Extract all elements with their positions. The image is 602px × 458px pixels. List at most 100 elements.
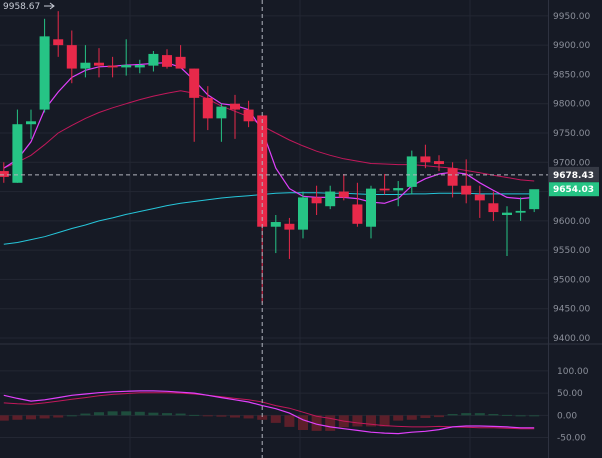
candle-body[interactable] xyxy=(162,55,172,67)
price-tick-label: 9700.00 xyxy=(553,158,590,168)
candle-body[interactable] xyxy=(488,203,499,213)
candle-body[interactable] xyxy=(379,188,390,191)
histogram-bar xyxy=(379,415,390,427)
candle-body[interactable] xyxy=(230,103,240,110)
candle-body[interactable] xyxy=(298,197,308,230)
candle-body[interactable] xyxy=(80,62,91,69)
histogram-bar xyxy=(284,415,295,427)
histogram-bar xyxy=(39,415,50,419)
histogram-bar xyxy=(243,415,254,419)
histogram-bar xyxy=(502,414,512,416)
indicator-tick-label: -50.00 xyxy=(557,434,586,444)
candle-body[interactable] xyxy=(216,106,227,119)
candle-body[interactable] xyxy=(420,156,431,163)
candle-body[interactable] xyxy=(434,161,444,165)
indicator-tick-label: 100.00 xyxy=(557,367,589,377)
candle-body[interactable] xyxy=(202,97,213,119)
candle-body[interactable] xyxy=(461,185,472,195)
histogram-bar xyxy=(148,412,159,416)
candle-body[interactable] xyxy=(243,109,254,122)
histogram-bar xyxy=(311,415,322,431)
candle-body[interactable] xyxy=(474,194,485,201)
price-tick-label: 9450.00 xyxy=(553,305,590,315)
candle-body[interactable] xyxy=(175,56,186,69)
candle-body[interactable] xyxy=(0,171,9,177)
candle-body[interactable] xyxy=(325,191,336,207)
histogram-bar xyxy=(230,415,240,418)
histogram-bar xyxy=(393,415,404,421)
candle-body[interactable] xyxy=(53,39,64,46)
price-tick-label: 9900.00 xyxy=(553,41,590,51)
price-tick-label: 9750.00 xyxy=(553,129,590,139)
histogram-bar xyxy=(461,413,472,416)
crosshair-price-label: 9678.43 xyxy=(553,171,594,181)
candle-body[interactable] xyxy=(338,191,349,198)
histogram-bar xyxy=(94,412,104,416)
price-tick-label: 9550.00 xyxy=(553,246,590,256)
histogram-bar xyxy=(121,411,132,416)
candle-body[interactable] xyxy=(12,124,23,183)
indicator-tick-label: 0.00 xyxy=(557,411,577,421)
indicator-slow-line xyxy=(3,392,535,430)
candle-body[interactable] xyxy=(366,188,376,227)
candle-body[interactable] xyxy=(270,222,281,227)
ma-fast-line xyxy=(3,62,535,204)
last-price-label: 9654.03 xyxy=(553,185,594,195)
candle-body[interactable] xyxy=(529,189,540,210)
histogram-bar xyxy=(80,413,91,416)
candle-body[interactable] xyxy=(393,188,404,191)
candle-body[interactable] xyxy=(94,62,104,66)
histogram-bar xyxy=(352,415,363,427)
candle-body[interactable] xyxy=(189,68,200,98)
histogram-bar xyxy=(175,413,186,416)
histogram-bar xyxy=(488,414,499,416)
indicator-fast-line xyxy=(3,390,535,435)
histogram-bar xyxy=(529,415,540,417)
candle-body[interactable] xyxy=(121,65,132,68)
histogram-bar xyxy=(202,415,213,417)
histogram-bar xyxy=(447,414,458,416)
candle-body[interactable] xyxy=(502,212,512,215)
histogram-bar xyxy=(66,415,77,417)
candle-body[interactable] xyxy=(515,210,526,213)
histogram-bar xyxy=(474,413,485,416)
high-price-label: 9958.67 xyxy=(3,2,40,12)
candle-body[interactable] xyxy=(26,121,36,125)
candle-body[interactable] xyxy=(39,36,50,110)
histogram-bar xyxy=(12,415,23,420)
histogram-bar xyxy=(53,415,64,418)
crosshair-price-badge xyxy=(549,166,599,182)
candle-body[interactable] xyxy=(406,156,417,187)
high-arrow-head-icon xyxy=(49,2,55,10)
candle-body[interactable] xyxy=(447,168,458,186)
histogram-bar xyxy=(216,415,227,417)
candle-body[interactable] xyxy=(66,45,77,69)
price-tick-label: 9950.00 xyxy=(553,12,590,22)
last-price-badge xyxy=(549,182,599,197)
histogram-bar xyxy=(406,415,417,420)
candle-body[interactable] xyxy=(284,223,295,230)
candle-body[interactable] xyxy=(107,65,118,68)
histogram-bar xyxy=(107,411,118,416)
price-tick-label: 9800.00 xyxy=(553,100,590,110)
ma-slow-line xyxy=(3,90,535,182)
histogram-bar xyxy=(26,415,36,420)
histogram-bar xyxy=(366,415,376,427)
price-tick-label: 9600.00 xyxy=(553,217,590,227)
histogram-bar xyxy=(162,413,172,416)
histogram-bar xyxy=(515,415,526,417)
histogram-bar xyxy=(189,414,200,416)
candle-body[interactable] xyxy=(148,53,159,66)
candle-body[interactable] xyxy=(352,204,363,224)
histogram-bar xyxy=(420,415,431,418)
price-tick-label: 9500.00 xyxy=(553,275,590,285)
histogram-bar xyxy=(434,415,444,418)
price-tick-label: 9850.00 xyxy=(553,70,590,80)
histogram-bar xyxy=(257,415,268,420)
price-tick-label: 9400.00 xyxy=(553,334,590,344)
candle-body[interactable] xyxy=(311,197,322,204)
candle-body[interactable] xyxy=(134,65,145,68)
histogram-bar xyxy=(270,415,281,423)
